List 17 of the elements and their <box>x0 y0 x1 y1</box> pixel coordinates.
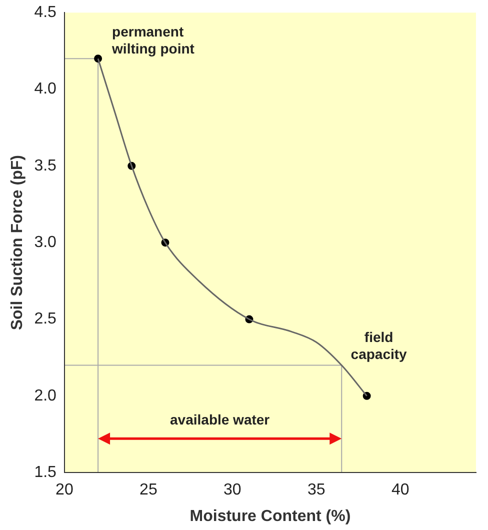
y-tick-label: 3.0 <box>34 234 57 252</box>
y-axis-title: Soil Suction Force (pF) <box>9 155 26 330</box>
x-axis-title: Moisture Content (%) <box>190 508 351 525</box>
x-tick-label: 35 <box>308 482 326 499</box>
annotation: permanent wilting point <box>111 24 195 57</box>
annotation: available water <box>170 412 270 428</box>
y-tick-label: 3.5 <box>34 157 57 174</box>
y-tick-label: 4.0 <box>34 80 57 98</box>
y-tick-label: 4.5 <box>34 4 57 22</box>
x-tick-label: 40 <box>392 482 410 499</box>
x-tick-label: 25 <box>140 482 158 499</box>
x-tick-label: 30 <box>224 482 242 499</box>
y-tick-label: 1.5 <box>34 464 57 482</box>
x-tick-label: 20 <box>56 482 74 499</box>
y-tick-label: 2.5 <box>34 310 57 328</box>
y-tick-label: 2.0 <box>34 387 57 404</box>
annotation: field capacity <box>350 328 408 362</box>
